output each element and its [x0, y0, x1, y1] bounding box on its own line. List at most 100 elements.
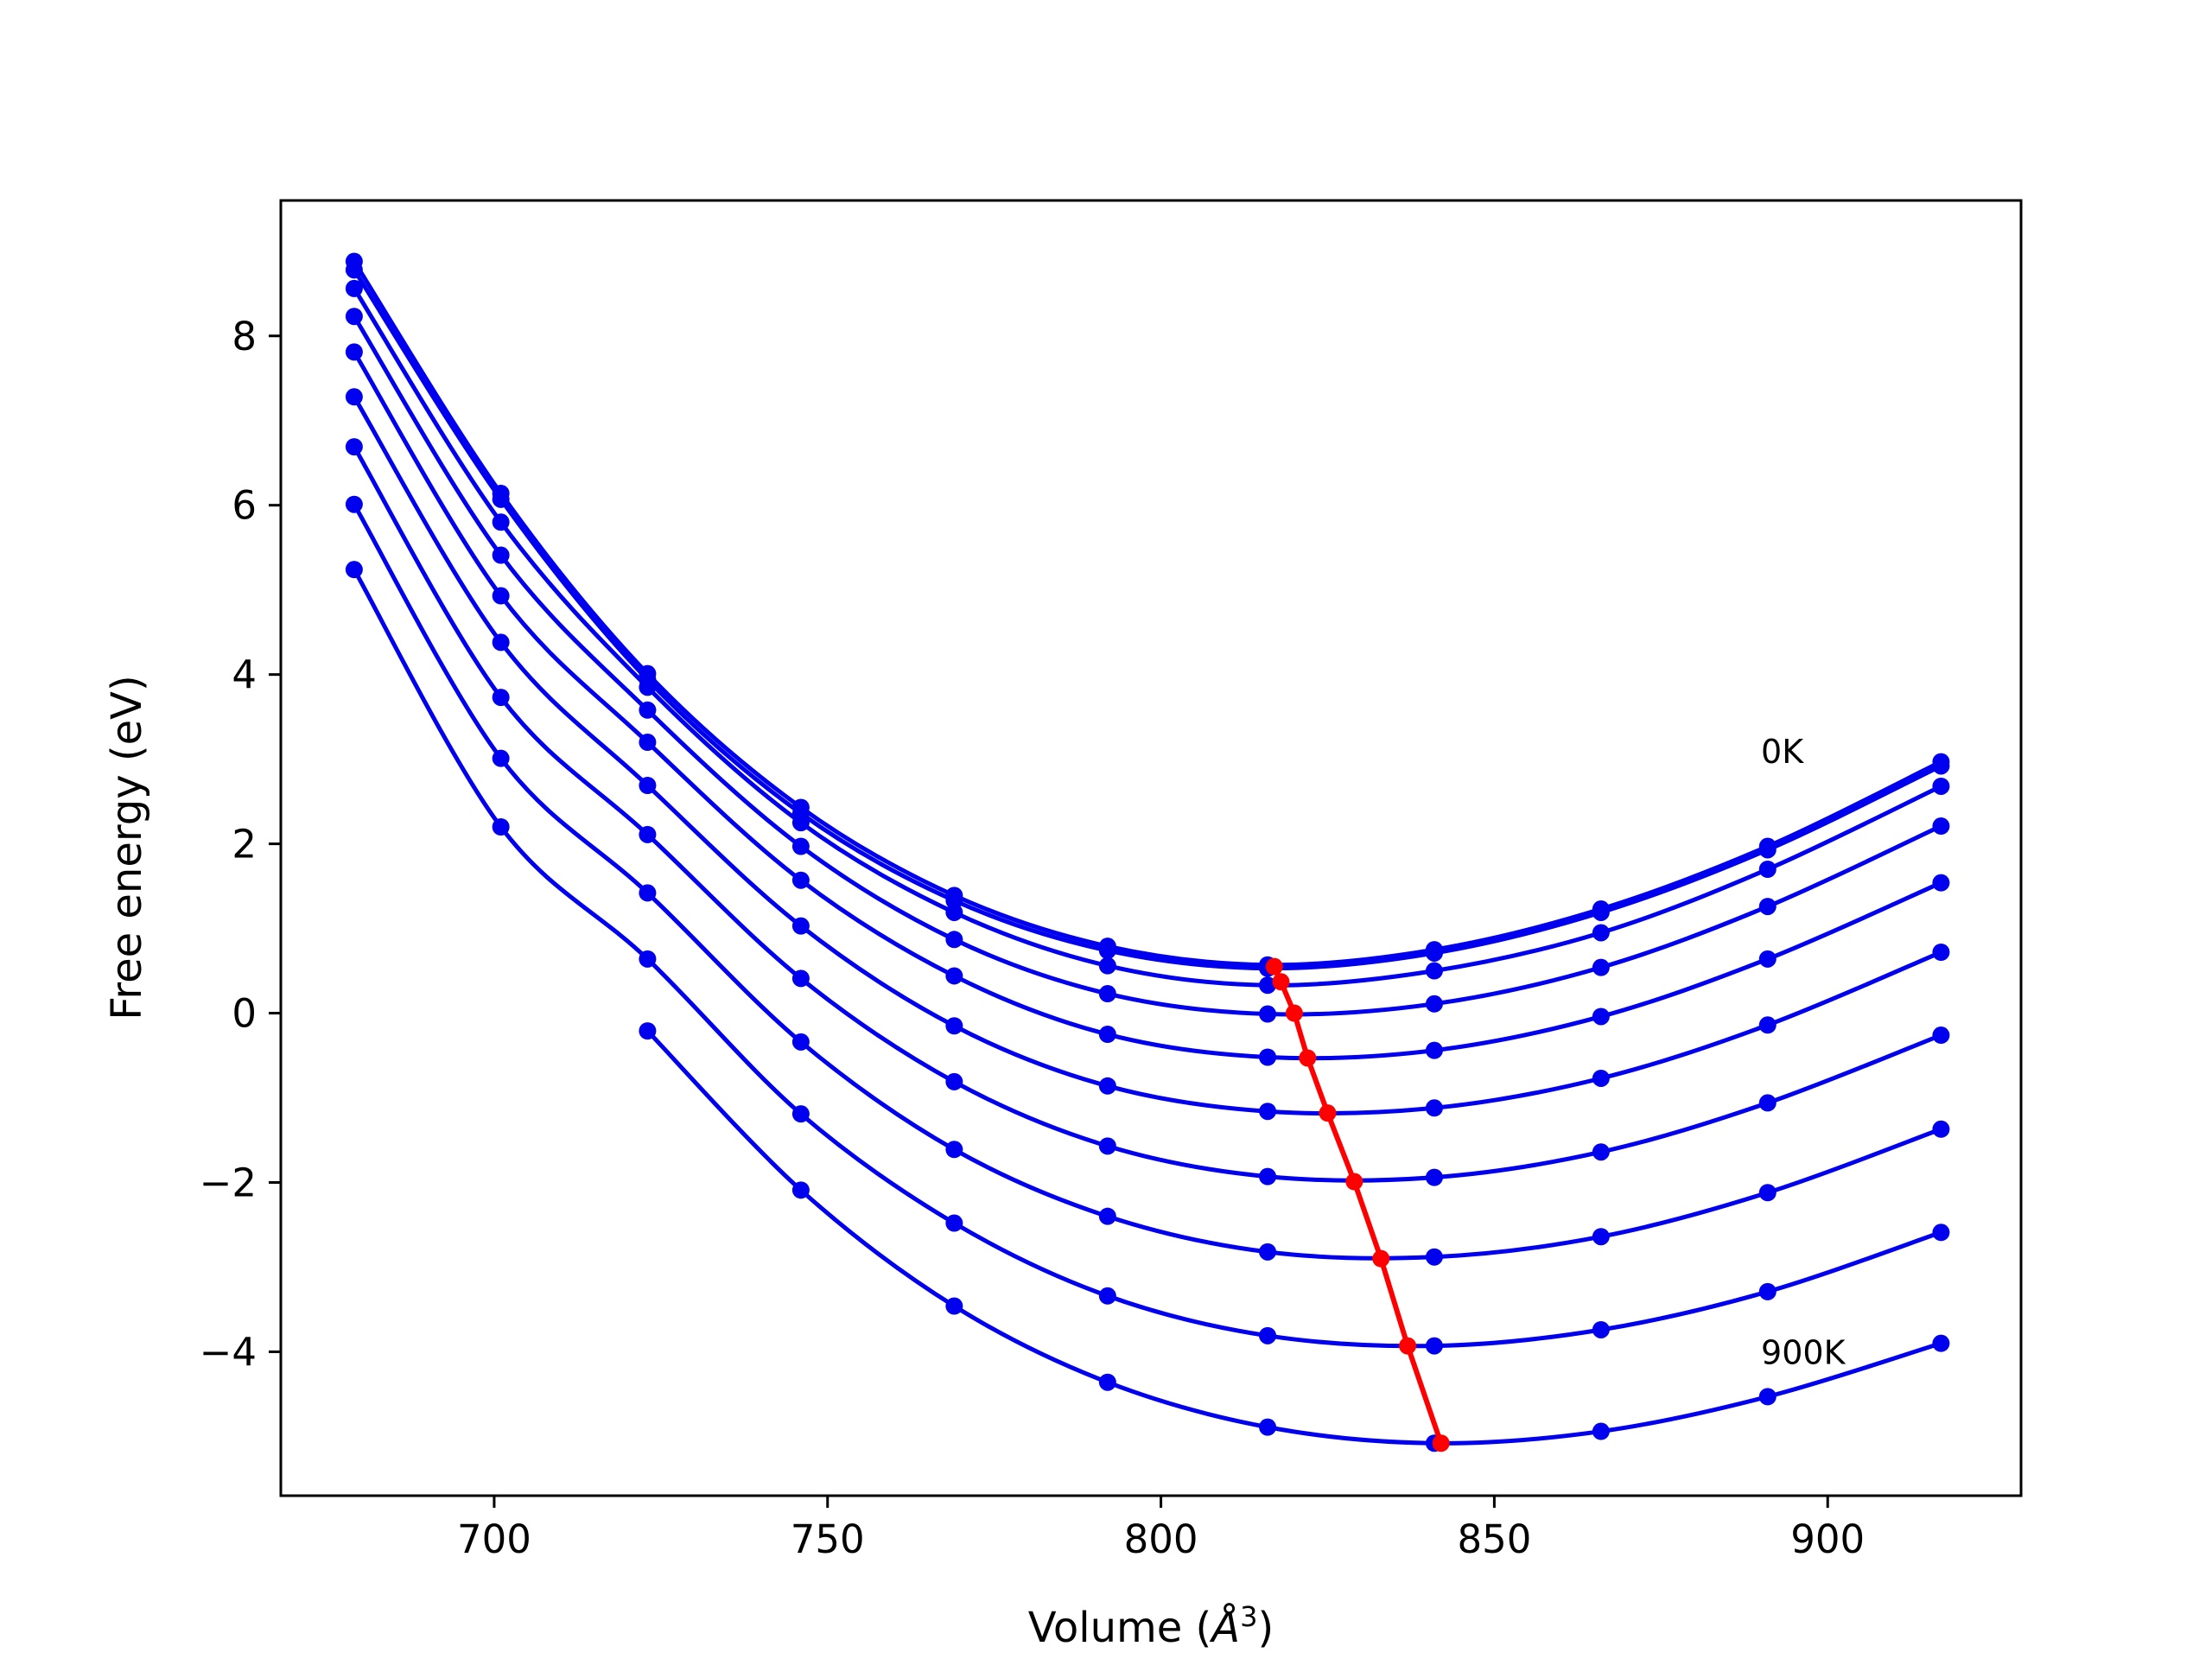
series-7-point-0: [345, 495, 363, 513]
series-4-point-7: [1425, 1041, 1443, 1059]
series-3-point-7: [1425, 995, 1443, 1013]
series-8-point-4: [945, 1214, 963, 1232]
x-tick-label: 850: [1457, 1516, 1531, 1562]
minima-point-7: [1399, 1337, 1417, 1355]
series-4-point-2: [639, 734, 657, 752]
series-line-2: [352, 287, 1942, 988]
series-5-point-6: [1259, 1103, 1277, 1121]
series-6-point-4: [945, 1072, 963, 1090]
series-2-point-0: [345, 279, 363, 297]
series-2-point-9: [1758, 860, 1777, 878]
series-6-point-2: [639, 825, 657, 843]
minima-point-5: [1345, 1173, 1363, 1191]
series-2-point-7: [1425, 962, 1443, 980]
series-7-point-1: [492, 749, 510, 767]
series-1-point-9: [1758, 841, 1777, 859]
series-5-point-7: [1425, 1099, 1443, 1117]
series-4-point-3: [791, 871, 810, 889]
minima-point-4: [1319, 1104, 1337, 1122]
series-3-point-8: [1592, 958, 1610, 976]
x-tick-label: 750: [791, 1516, 865, 1562]
series-9-point-8: [1932, 1334, 1950, 1352]
series-3-point-4: [945, 931, 963, 949]
tick-layer: 700 750 800 850 900 −4 −2 0 2 4 6 8: [200, 314, 1866, 1562]
series-4-point-4: [945, 967, 963, 985]
series-4-point-5: [1098, 1026, 1116, 1044]
series-line-0: [352, 260, 1942, 968]
series-1-point-5: [1098, 942, 1116, 960]
series-8-point-2: [639, 950, 657, 968]
series-8-point-5: [1098, 1287, 1116, 1305]
series-7-point-5: [1098, 1207, 1116, 1225]
series-5-point-10: [1932, 944, 1950, 962]
series-line-1: [352, 268, 1942, 971]
series-2-point-10: [1932, 777, 1950, 795]
series-6-point-8: [1592, 1143, 1610, 1161]
annotation-layer: 0K 900K: [1761, 733, 1847, 1372]
series-4-point-10: [1932, 874, 1950, 892]
minima-point-2: [1285, 1004, 1303, 1022]
series-2-point-5: [1098, 957, 1116, 975]
series-9-point-4: [1259, 1418, 1277, 1436]
series-2-point-1: [492, 513, 510, 531]
series-7-point-4: [945, 1141, 963, 1159]
series-7-point-9: [1758, 1184, 1777, 1202]
minima-point-3: [1299, 1049, 1317, 1067]
series-8-point-6: [1259, 1326, 1277, 1344]
series-3-point-6: [1259, 1005, 1277, 1023]
series-9-point-6: [1592, 1422, 1610, 1440]
series-6-point-7: [1425, 1168, 1443, 1186]
series-4-point-9: [1758, 950, 1777, 968]
series-6-point-3: [791, 969, 810, 988]
series-7-point-7: [1425, 1248, 1443, 1266]
series-3-point-10: [1932, 817, 1950, 836]
x-tick-label: 700: [457, 1516, 531, 1562]
series-9-point-0: [639, 1022, 657, 1040]
annotation-1: 900K: [1761, 1333, 1847, 1371]
series-6-point-5: [1098, 1137, 1116, 1155]
y-tick-label: 0: [232, 991, 257, 1037]
series-1-point-10: [1932, 757, 1950, 775]
series-8-point-3: [791, 1105, 810, 1123]
y-tick-label: 6: [232, 483, 257, 529]
series-1-point-4: [945, 892, 963, 910]
series-5-point-2: [639, 776, 657, 794]
series-6-point-0: [345, 438, 363, 456]
minima-point-6: [1372, 1249, 1390, 1268]
series-3-point-5: [1098, 985, 1116, 1003]
series-5-point-3: [791, 917, 810, 935]
series-3-point-0: [345, 308, 363, 326]
series-5-point-4: [945, 1017, 963, 1035]
series-5-point-1: [492, 633, 510, 652]
series-9-point-3: [1098, 1373, 1116, 1391]
series-line-8: [352, 568, 1942, 1349]
series-8-point-10: [1932, 1224, 1950, 1242]
series-2-point-3: [791, 814, 810, 832]
y-tick-label: 2: [232, 822, 257, 868]
series-8-point-1: [492, 818, 510, 836]
series-9-point-2: [945, 1297, 963, 1315]
plot-frame: [279, 199, 2023, 1497]
minima-point-1: [1272, 973, 1290, 991]
minima-layer: [1265, 957, 1450, 1452]
series-line-7: [352, 503, 1942, 1261]
series-layer: [345, 252, 1950, 1452]
series-line-3: [352, 315, 1942, 1017]
series-3-point-2: [639, 701, 657, 719]
minima-point-8: [1432, 1434, 1450, 1452]
series-7-point-8: [1592, 1228, 1610, 1246]
series-1-point-0: [345, 261, 363, 279]
series-6-point-1: [492, 689, 510, 707]
series-2-point-2: [639, 678, 657, 696]
series-9-point-1: [791, 1181, 810, 1199]
x-axis-label: Volume (Å3): [1028, 1600, 1274, 1652]
series-5-point-8: [1592, 1069, 1610, 1087]
series-4-point-1: [492, 587, 510, 605]
series-3-point-9: [1758, 898, 1777, 916]
series-8-point-9: [1758, 1282, 1777, 1300]
series-9-point-7: [1758, 1388, 1777, 1406]
y-tick-label: −2: [200, 1160, 257, 1205]
series-8-point-0: [345, 561, 363, 579]
x-tick-label: 800: [1124, 1516, 1198, 1562]
